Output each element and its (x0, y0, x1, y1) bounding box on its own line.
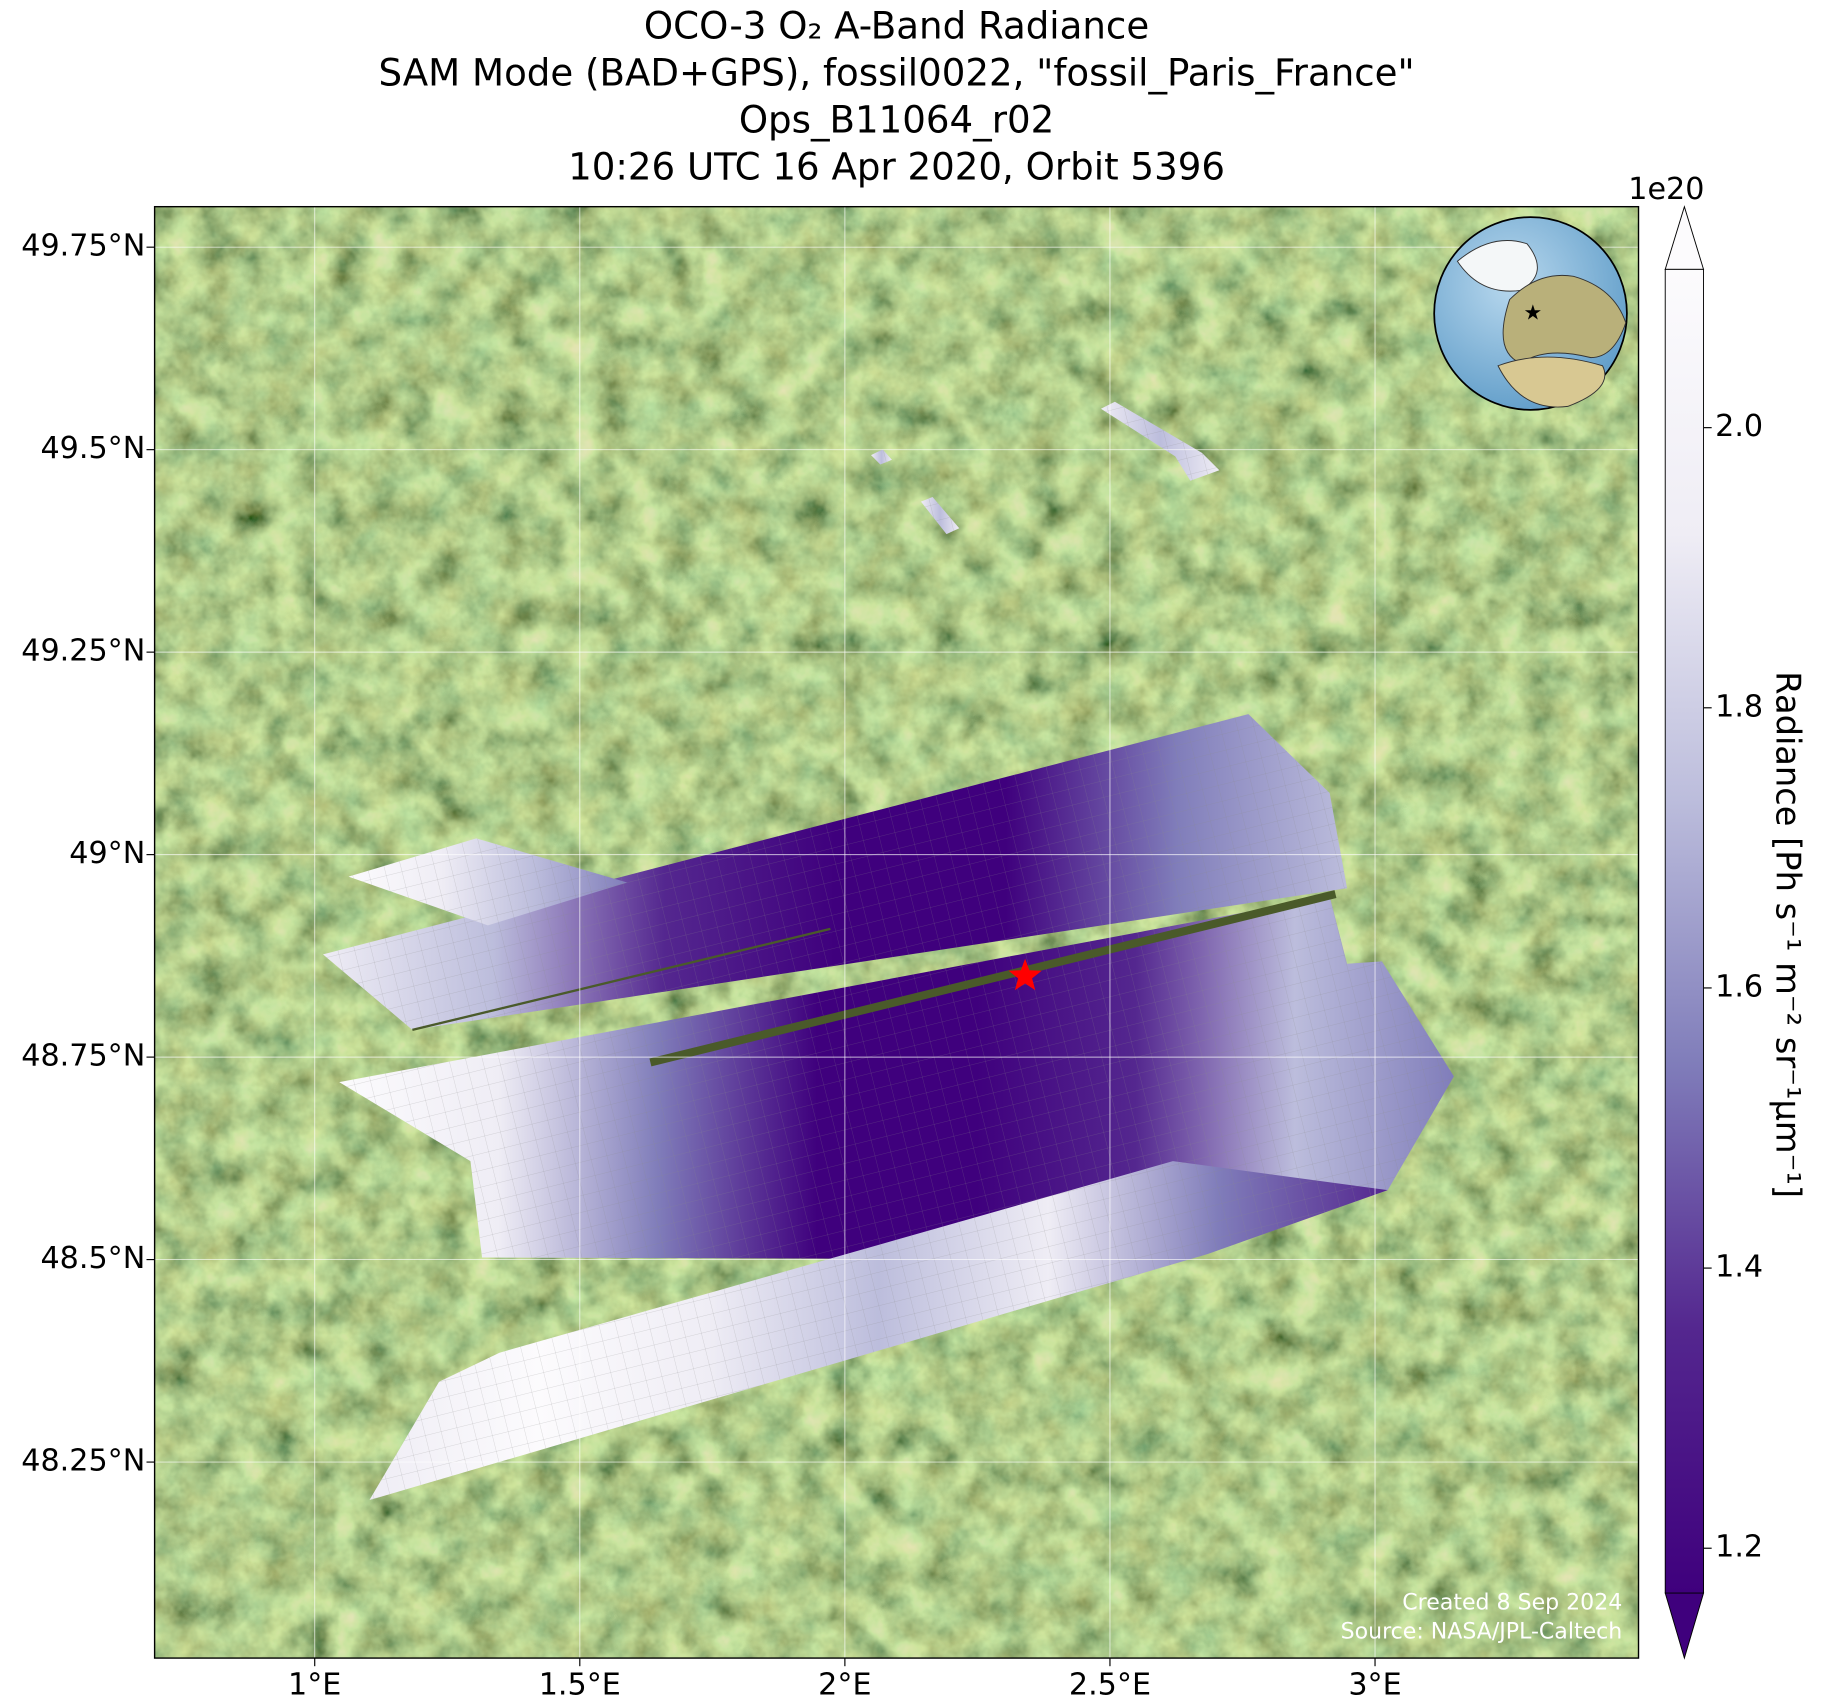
swath-cells (348, 838, 628, 926)
title-line: OCO-3 O₂ A-Band Radiance (644, 4, 1149, 47)
x-tick-label: 1°E (288, 1667, 341, 1702)
colorbar-tick-label: 1.2 (1715, 1530, 1763, 1565)
colorbar-body (1664, 268, 1705, 1594)
map-frame (153, 205, 1640, 1659)
colorbar-offset: 1e20 (1628, 172, 1704, 207)
y-tick-label: 49.25°N (21, 634, 145, 669)
colorbar-tick-label: 1.4 (1715, 1250, 1763, 1285)
globe-marker: ★ (1523, 301, 1542, 325)
y-tick-label: 49°N (69, 836, 145, 871)
swath-gap (649, 890, 1337, 1067)
swath-cells (322, 714, 1348, 1030)
title-line: 10:26 UTC 16 Apr 2020, Orbit 5396 (568, 145, 1225, 188)
swaths (322, 401, 1454, 1501)
y-tick-label: 48.5°N (40, 1241, 145, 1276)
swath-cells (871, 449, 892, 465)
x-tick-label: 3°E (1348, 1667, 1401, 1702)
source-note: Source: NASA/JPL-Caltech (1341, 1620, 1623, 1645)
colorbar: 1.2 1.4 1.6 1.8 2.0 1e20 Radiance [Ph s⁻¹ m⁻² … (1628, 172, 1807, 1660)
colorbar-tick-label: 1.6 (1715, 969, 1763, 1004)
x-tick-label: 2°E (818, 1667, 871, 1702)
colorbar-label: Radiance [Ph s⁻¹ m⁻² sr⁻¹μm⁻¹] (1768, 671, 1807, 1198)
grid (154, 206, 1639, 1659)
colorbar-tick-label: 2.0 (1715, 409, 1763, 444)
swath-cells (920, 496, 960, 535)
colorbar-tick-label: 1.8 (1715, 689, 1763, 724)
y-tick-label: 48.75°N (21, 1039, 145, 1074)
target-marker (1008, 958, 1042, 991)
x-tick-label: 2.5°E (1069, 1667, 1151, 1702)
y-tick-label: 48.25°N (21, 1444, 145, 1479)
africa (1497, 356, 1606, 408)
axes: 1°E 1.5°E 2°E 2.5°E 3°E 48.25°N 48.5°N 48.75°N 4… (21, 229, 1401, 1703)
globe-inset (1433, 216, 1628, 411)
greenland (1456, 240, 1538, 292)
swath-gap (412, 927, 831, 1032)
x-tick-label: 1.5°E (539, 1667, 621, 1702)
map-area: ★ (154, 206, 1639, 1659)
colorbar-extend-bottom (1664, 1592, 1705, 1660)
swath-cells (1100, 401, 1220, 481)
title-line: Ops_B11064_r02 (739, 98, 1054, 141)
y-tick-label: 49.75°N (21, 229, 145, 264)
created-note: Created 8 Sep 2024 (1402, 1590, 1622, 1615)
title-line: SAM Mode (BAD+GPS), fossil0022, "fossil_… (379, 51, 1415, 94)
swath-cells (369, 1161, 1388, 1501)
colorbar-extend-top (1664, 205, 1705, 270)
y-tick-label: 49.5°N (40, 431, 145, 466)
